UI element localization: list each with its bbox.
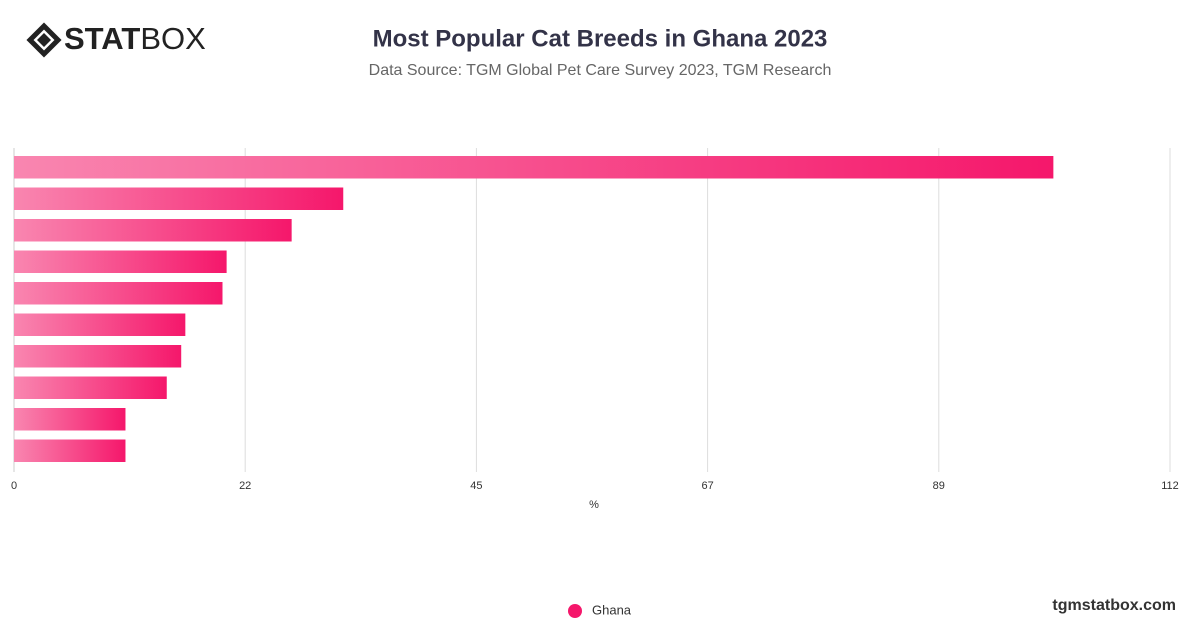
logo-bold: STAT [64, 21, 140, 56]
bar [14, 282, 223, 305]
bar [14, 345, 182, 368]
x-tick-label: 0 [11, 480, 17, 492]
bar [14, 313, 186, 336]
bar [14, 250, 227, 273]
bar [14, 187, 344, 210]
logo-icon [26, 22, 62, 58]
footer-url: tgmstatbox.com [1052, 597, 1176, 614]
logo-regular: BOX [140, 21, 206, 56]
logo-icon-core [37, 33, 51, 47]
x-tick-label: 45 [470, 480, 482, 492]
legend-label: Ghana [592, 602, 632, 617]
bar [14, 439, 126, 462]
chart-title: Most Popular Cat Breeds in Ghana 2023 [373, 25, 828, 52]
legend-marker [568, 604, 582, 618]
x-tick-label: 22 [239, 480, 251, 492]
x-tick-label: 67 [701, 480, 713, 492]
logo-text: STATBOX [64, 21, 206, 56]
bar [14, 408, 126, 431]
x-tick-label: 89 [933, 480, 945, 492]
bar [14, 376, 167, 399]
x-axis-label: % [589, 499, 599, 511]
bar [14, 156, 1054, 179]
bar [14, 219, 292, 242]
logo: STATBOX [26, 21, 206, 58]
x-tick-label: 112 [1161, 480, 1179, 492]
chart-subtitle: Data Source: TGM Global Pet Care Survey … [369, 62, 832, 79]
